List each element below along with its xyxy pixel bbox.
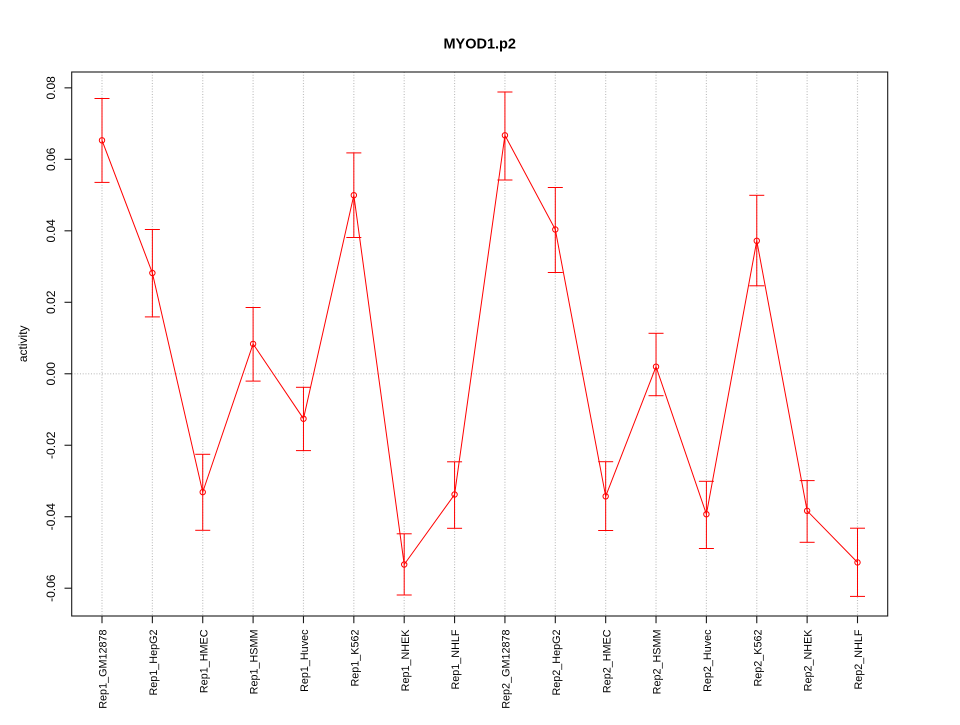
svg-text:0.08: 0.08 xyxy=(44,76,58,100)
svg-text:Rep2_HSMM: Rep2_HSMM xyxy=(652,630,664,695)
svg-text:Rep2_HMEC: Rep2_HMEC xyxy=(601,629,613,693)
svg-text:Rep2_HepG2: Rep2_HepG2 xyxy=(551,630,563,696)
svg-text:0.06: 0.06 xyxy=(44,147,58,171)
svg-text:Rep2_Huvec: Rep2_Huvec xyxy=(702,629,714,692)
svg-text:Rep1_K562: Rep1_K562 xyxy=(349,630,361,687)
svg-text:Rep1_GM12878: Rep1_GM12878 xyxy=(98,630,110,709)
svg-text:0.04: 0.04 xyxy=(44,219,58,243)
svg-text:Rep1_HMEC: Rep1_HMEC xyxy=(198,629,210,693)
svg-text:-0.06: -0.06 xyxy=(44,574,58,602)
svg-text:Rep1_NHLF: Rep1_NHLF xyxy=(450,629,462,689)
svg-text:activity: activity xyxy=(16,325,30,362)
svg-text:0.00: 0.00 xyxy=(44,362,58,386)
svg-text:-0.04: -0.04 xyxy=(44,503,58,531)
svg-text:Rep2_GM12878: Rep2_GM12878 xyxy=(501,630,513,709)
svg-text:Rep2_NHEK: Rep2_NHEK xyxy=(803,629,815,692)
svg-text:Rep1_NHEK: Rep1_NHEK xyxy=(400,629,412,692)
svg-text:Rep1_HepG2: Rep1_HepG2 xyxy=(148,630,160,696)
svg-text:Rep1_Huvec: Rep1_Huvec xyxy=(299,629,311,692)
svg-text:-0.02: -0.02 xyxy=(44,431,58,459)
svg-text:Rep2_K562: Rep2_K562 xyxy=(752,630,764,687)
svg-text:Rep2_NHLF: Rep2_NHLF xyxy=(853,629,865,689)
svg-text:MYOD1.p2: MYOD1.p2 xyxy=(443,36,516,52)
svg-text:0.02: 0.02 xyxy=(44,290,58,314)
svg-text:Rep1_HSMM: Rep1_HSMM xyxy=(249,630,261,695)
